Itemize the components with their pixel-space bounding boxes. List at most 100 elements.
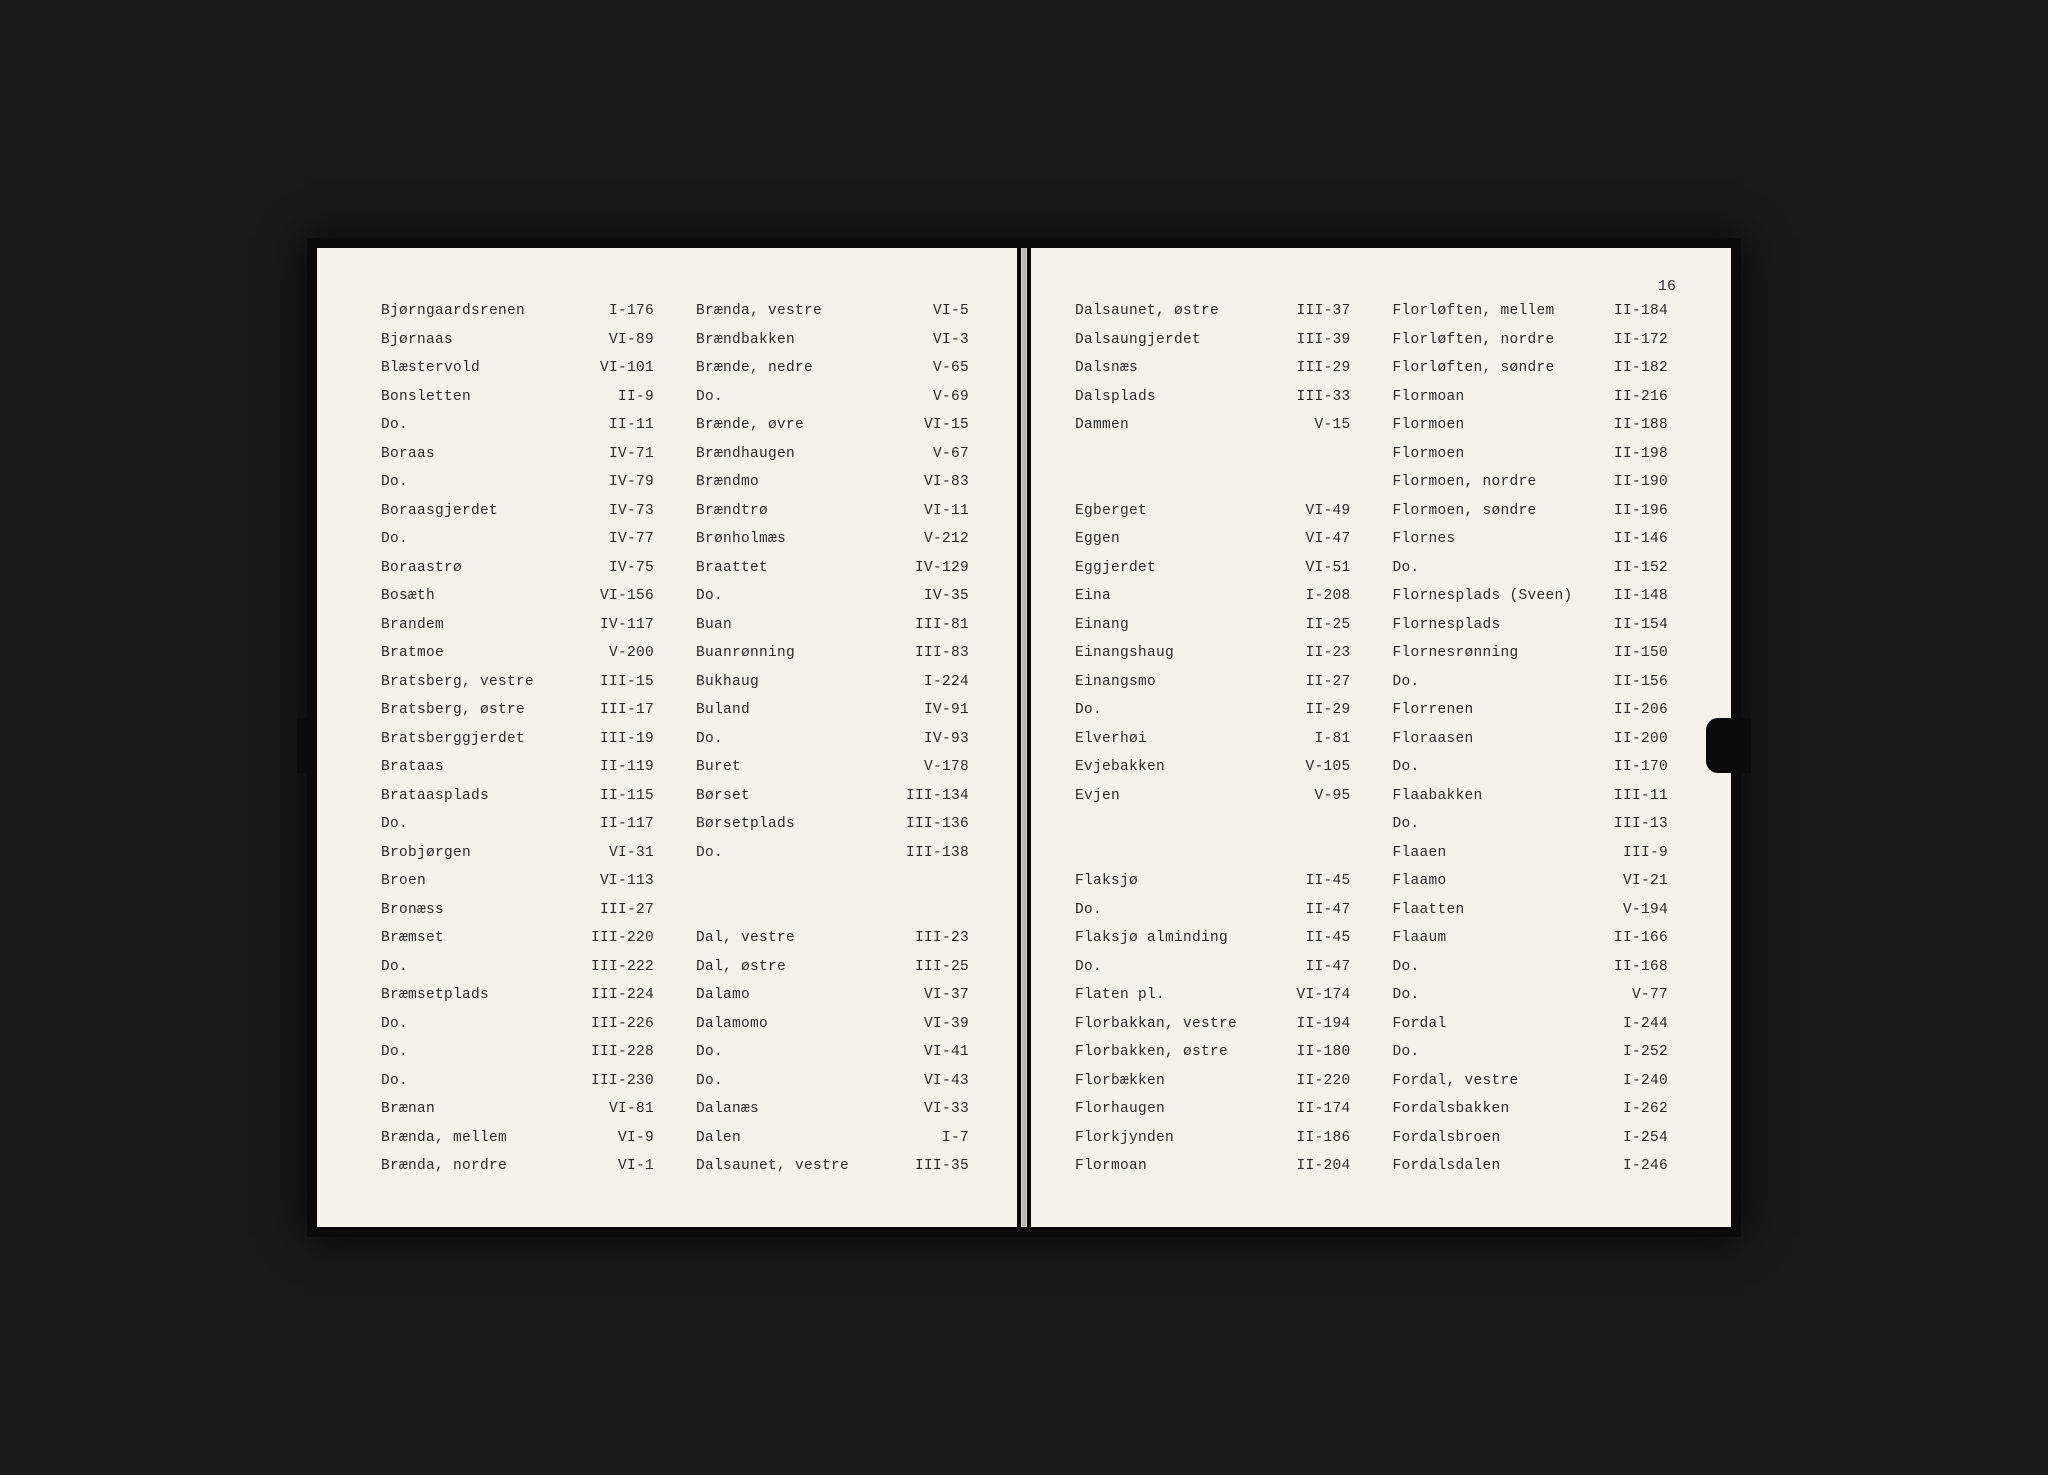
entry-ref: II-166 [1614,930,1676,946]
entry-name: Dalamomo [692,1016,768,1032]
index-entry: BrataasII-119 [377,759,662,788]
blank-row [1071,816,1359,845]
entry-ref: I-240 [1623,1073,1676,1089]
entry-name: Floraasen [1389,731,1474,747]
index-entry: EggenVI-47 [1071,531,1359,560]
entry-ref: III-138 [906,845,977,861]
index-entry: Brændbakken VI-3 [692,332,977,361]
index-entry: BosæthVI-156 [377,588,662,617]
entry-ref: IV-75 [609,560,662,576]
index-entry: DalamoVI-37 [692,987,977,1016]
entry-name: Flormoen [1389,417,1465,433]
index-entry: Do.VI-41 [692,1044,977,1073]
entry-ref: I-224 [924,674,977,690]
entry-name: Børsetplads [692,816,795,832]
entry-ref: II-198 [1614,446,1676,462]
entry-name: Do. [377,417,408,433]
index-entry: FlaattenV-194 [1389,902,1677,931]
index-entry: Do.V-69 [692,389,977,418]
index-entry: FlornesII-146 [1389,531,1677,560]
entry-name: Børset [692,788,750,804]
index-entry: FordalsdalenI-246 [1389,1158,1677,1187]
entry-name: Eggjerdet [1071,560,1156,576]
index-entry: BukhaugI-224 [692,674,977,703]
entry-ref: III-25 [915,959,977,975]
index-entry: BoraasgjerdetIV-73 [377,503,662,532]
entry-name: Do. [1071,902,1102,918]
entry-name: Florbækken [1071,1073,1165,1089]
entry-ref: I-262 [1623,1101,1676,1117]
index-entry: Do.III-222 [377,959,662,988]
entry-name: Buland [692,702,750,718]
entry-name: Einangshaug [1071,645,1174,661]
entry-name: Brænda, nordre [377,1158,507,1174]
blank-row [1071,474,1359,503]
index-entry: BoraasIV-71 [377,446,662,475]
index-entry: Do.II-152 [1389,560,1677,589]
entry-name: Do. [1389,759,1420,775]
index-entry: DalsnæsIII-29 [1071,360,1359,389]
entry-ref: II-200 [1614,731,1676,747]
index-entry: Florbakkan, vestreII-194 [1071,1016,1359,1045]
index-entry: Do.III-226 [377,1016,662,1045]
index-entry: Do.IV-79 [377,474,662,503]
index-entry: Bratsberg, vestreIII-15 [377,674,662,703]
index-entry: FlaaenIII-9 [1389,845,1677,874]
entry-ref: II-47 [1305,959,1358,975]
entry-name: Do. [377,1073,408,1089]
index-entry: FlaksjøII-45 [1071,873,1359,902]
entry-name: Brænan [377,1101,435,1117]
entry-name: Brataasplads [377,788,489,804]
entry-name: Dalsaunet, vestre [692,1158,849,1174]
entry-ref: VI-31 [609,845,662,861]
entry-ref: II-150 [1614,645,1676,661]
entry-name: Eina [1071,588,1111,604]
entry-ref: VI-3 [933,332,977,348]
entry-ref: I-208 [1305,588,1358,604]
index-entry: Brænda, mellemVI-9 [377,1130,662,1159]
entry-ref: III-23 [915,930,977,946]
index-entry: DalenI-7 [692,1130,977,1159]
entry-ref: VI-101 [600,360,662,376]
entry-ref: III-11 [1614,788,1676,804]
entry-ref: IV-73 [609,503,662,519]
entry-name: Do. [1389,987,1420,1003]
entry-ref: III-222 [591,959,662,975]
entry-name: Do. [1389,560,1420,576]
index-entry: FlaamoVI-21 [1389,873,1677,902]
entry-ref: VI-15 [924,417,977,433]
entry-name: Florrenen [1389,702,1474,718]
entry-name: Dalsaungjerdet [1071,332,1201,348]
index-entry: BuanrønningIII-83 [692,645,977,674]
entry-name: Bjørnaas [377,332,453,348]
index-entry: Eina I-208 [1071,588,1359,617]
index-entry: BrændmoVI-83 [692,474,977,503]
entry-ref: VI-83 [924,474,977,490]
entry-name: Do. [377,1044,408,1060]
entry-ref: II-170 [1614,759,1676,775]
entry-name: Florhaugen [1071,1101,1165,1117]
index-entry: EinangshaugII-23 [1071,645,1359,674]
entry-ref: VI-89 [609,332,662,348]
entry-name: Florløften, nordre [1389,332,1555,348]
entry-ref: I-176 [609,303,662,319]
entry-ref: III-15 [600,674,662,690]
index-entry: Florløften, mellem II-184 [1389,303,1677,332]
index-entry: BulandIV-91 [692,702,977,731]
index-entry: Do.III-138 [692,845,977,874]
entry-ref: III-33 [1296,389,1358,405]
book-spine [1021,248,1027,1227]
index-entry: Do. III-230 [377,1073,662,1102]
blank-row [692,873,977,902]
entry-ref: II-184 [1614,303,1676,319]
index-entry: Do.IV-35 [692,588,977,617]
entry-ref: III-230 [591,1073,662,1089]
entry-name: Brændbakken [692,332,795,348]
entry-ref: III-37 [1296,303,1358,319]
entry-ref: II-204 [1296,1158,1358,1174]
entry-name: Flornesrønning [1389,645,1519,661]
entry-name: Dalen [692,1130,741,1146]
entry-name: Florløften, mellem [1389,303,1555,319]
entry-name: Flornesplads (Sveen) [1389,588,1573,604]
entry-ref: III-9 [1623,845,1676,861]
